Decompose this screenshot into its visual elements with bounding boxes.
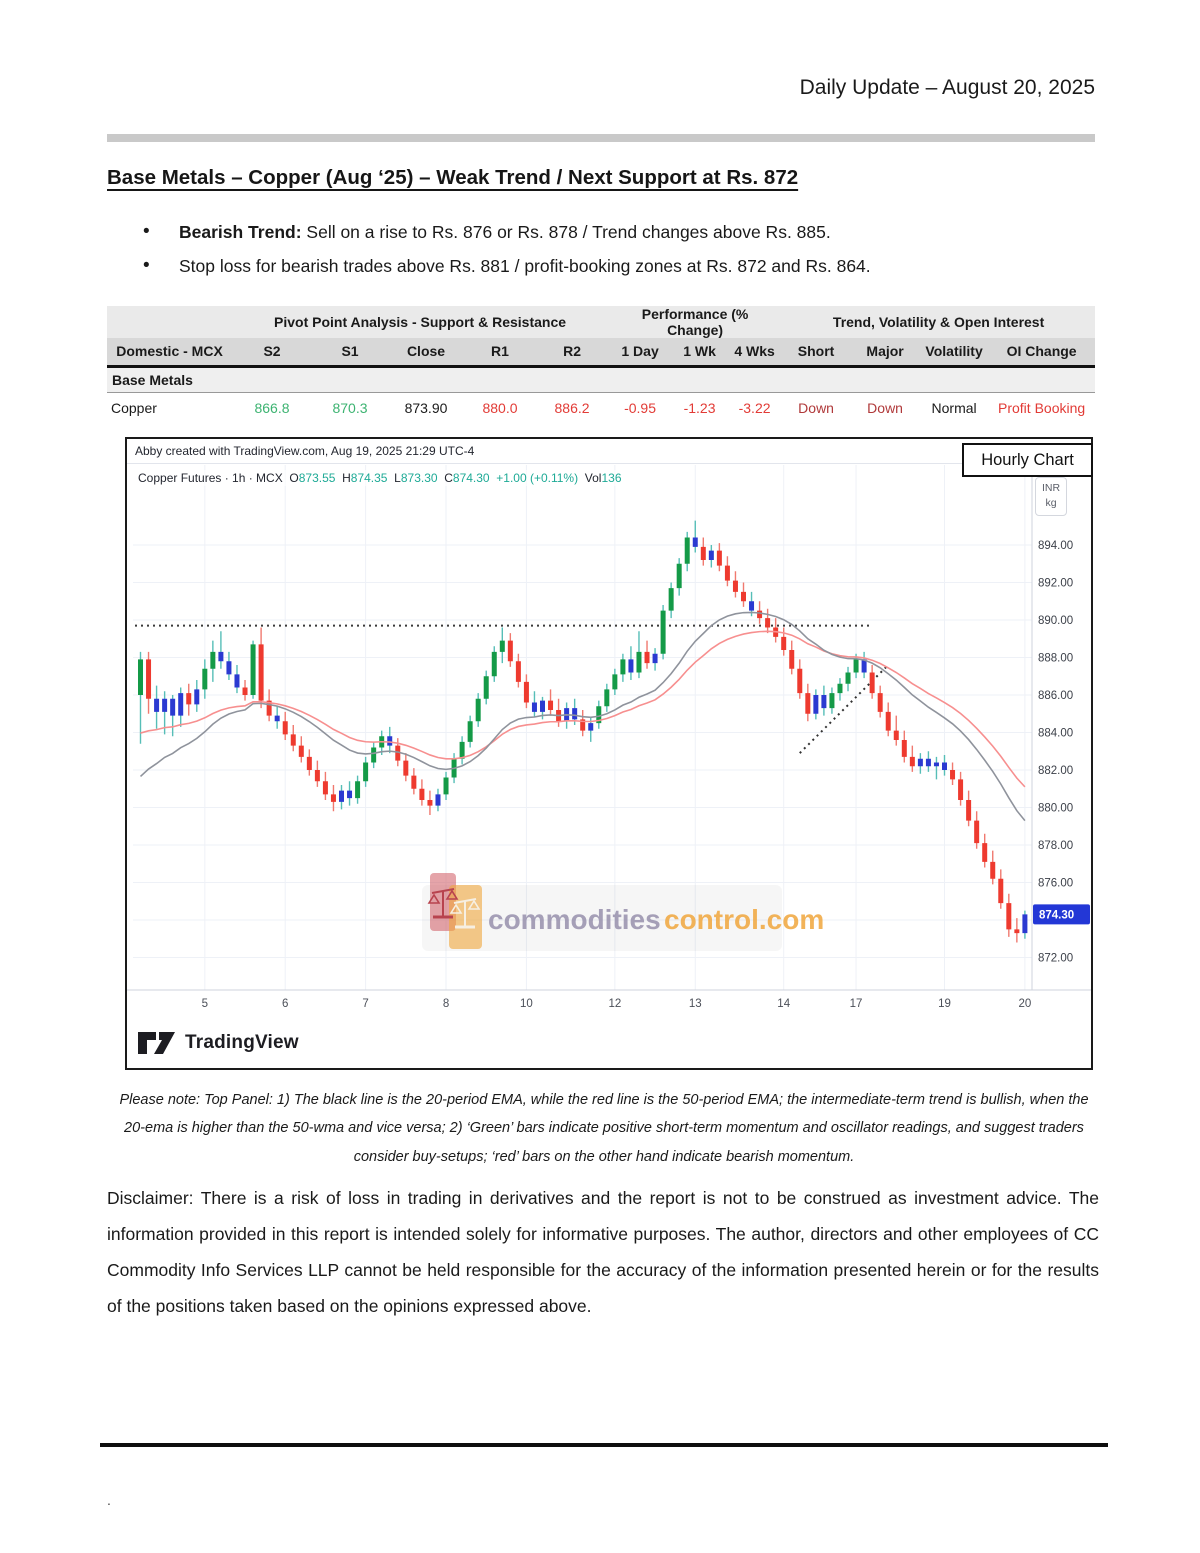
svg-text:874.30: 874.30 — [1039, 909, 1074, 921]
row-value-r2: 886.2 — [536, 392, 609, 423]
column-header-major: Major — [850, 338, 921, 368]
svg-text:12: 12 — [608, 998, 621, 1010]
section-label: Base Metals — [107, 366, 1096, 393]
svg-text:13: 13 — [689, 998, 702, 1010]
summary-bullet-1: Bearish Trend: Sell on a rise to Rs. 876… — [143, 221, 1093, 243]
row-value-volatility: Normal — [920, 392, 989, 423]
row-value-close: 873.90 — [388, 392, 464, 423]
column-header-s2: S2 — [232, 338, 312, 368]
svg-text:14: 14 — [777, 998, 790, 1010]
svg-text:892.00: 892.00 — [1038, 578, 1073, 590]
svg-text:7: 7 — [362, 998, 368, 1010]
svg-text:control.com: control.com — [664, 904, 824, 935]
legend-high-label: H — [342, 471, 351, 485]
legend-open-label: O — [289, 471, 299, 485]
row-value-oi-change: Profit Booking — [988, 392, 1096, 423]
table-section-row: Base Metals — [107, 366, 1096, 393]
group-header-trend: Trend, Volatility & Open Interest — [782, 306, 1096, 338]
table-column-header-row: Domestic - MCX S2 S1 Close R1 R2 1 Day 1 Wk 4 Wk… — [107, 338, 1096, 368]
svg-text:894.00: 894.00 — [1038, 540, 1073, 552]
row-value-4-wks: -3.22 — [727, 392, 783, 423]
row-value-s2: 866.8 — [232, 392, 312, 423]
legend-volume-value: 136 — [601, 471, 622, 485]
disclaimer-text: Disclaimer: There is a risk of loss in t… — [107, 1188, 1099, 1317]
table-group-header-row: Pivot Point Analysis - Support & Resista… — [107, 306, 1096, 338]
legend-low-value: 873.30 — [400, 471, 438, 485]
tradingview-logo-icon — [138, 1032, 175, 1054]
svg-text:882.00: 882.00 — [1038, 765, 1073, 777]
footer-mark: . — [107, 1492, 111, 1508]
group-header-spacer — [107, 306, 232, 338]
legend-close-label: C — [444, 471, 453, 485]
unit-weight: kg — [1045, 497, 1057, 509]
row-value-1-wk: -1.23 — [672, 392, 728, 423]
row-value-1-day: -0.95 — [608, 392, 673, 423]
svg-text:878.00: 878.00 — [1038, 840, 1073, 852]
svg-text:888.00: 888.00 — [1038, 653, 1073, 665]
tradingview-logo-text: TradingView — [185, 1032, 299, 1053]
column-header-1-wk: 1 Wk — [672, 338, 728, 368]
page-header-date: Daily Update – August 20, 2025 — [799, 76, 1095, 99]
summary-bullets: Bearish Trend: Sell on a rise to Rs. 876… — [143, 221, 1093, 290]
pivot-table: Pivot Point Analysis - Support & Resista… — [107, 306, 1096, 423]
legend-volume-label: Vol — [584, 471, 602, 485]
group-header-pivot: Pivot Point Analysis - Support & Resista… — [232, 306, 609, 338]
column-header-close: Close — [388, 338, 464, 368]
legend-change-value: +1.00 (+0.11%) — [496, 471, 579, 485]
column-header-s1: S1 — [312, 338, 388, 368]
svg-text:886.00: 886.00 — [1038, 690, 1073, 702]
legend-close-value: 874.30 — [452, 471, 490, 485]
svg-text:20: 20 — [1019, 998, 1032, 1010]
column-header-4-wks: 4 Wks — [727, 338, 783, 368]
legend-low-label: L — [394, 471, 401, 485]
summary-bullet-2: Stop loss for bearish trades above Rs. 8… — [143, 255, 1093, 277]
price-axis-unit-box: INR kg — [1035, 477, 1067, 516]
table-row: Copper 866.8 870.3 873.90 880.0 886.2 -0.95 -1.… — [107, 392, 1096, 423]
row-value-r1: 880.0 — [464, 392, 536, 423]
group-header-performance: Performance (% Change) — [608, 306, 783, 338]
price-chart[interactable]: commodities control.com 894.00 892.00 890.00… — [125, 437, 1093, 1070]
svg-text:10: 10 — [520, 998, 533, 1010]
column-header-volatility: Volatility — [920, 338, 989, 368]
svg-text:880.00: 880.00 — [1038, 803, 1073, 815]
legend-high-value: 874.35 — [350, 471, 388, 485]
candlestick-chart-canvas[interactable]: commodities control.com 894.00 892.00 890.00… — [127, 439, 1091, 1068]
column-header-domestic-mcx: Domestic - MCX — [107, 338, 232, 368]
svg-text:19: 19 — [938, 998, 951, 1010]
unit-currency: INR — [1041, 482, 1061, 494]
hourly-chart-label: Hourly Chart — [962, 443, 1093, 477]
footer-divider — [100, 1443, 1108, 1447]
svg-text:884.00: 884.00 — [1038, 728, 1073, 740]
row-value-short: Down — [782, 392, 851, 423]
svg-text:876.00: 876.00 — [1038, 878, 1073, 890]
column-header-1-day: 1 Day — [608, 338, 673, 368]
header-divider-bar — [107, 134, 1095, 142]
svg-text:890.00: 890.00 — [1038, 615, 1073, 627]
row-commodity-name: Copper — [107, 392, 232, 423]
legend-symbol: Copper Futures · 1h · MCX — [138, 471, 283, 485]
row-value-s1: 870.3 — [312, 392, 388, 423]
chart-footnote: Please note: Top Panel: 1) The black lin… — [119, 1092, 1089, 1165]
legend-open-value: 873.55 — [298, 471, 336, 485]
svg-text:commodities: commodities — [488, 904, 661, 935]
svg-text:872.00: 872.00 — [1038, 953, 1073, 965]
chart-ohlc-legend: Copper Futures · 1h · MCX O873.55 H874.3… — [135, 470, 625, 486]
row-value-major: Down — [850, 392, 921, 423]
column-header-r2: R2 — [536, 338, 609, 368]
svg-text:6: 6 — [282, 998, 288, 1010]
column-header-short: Short — [782, 338, 851, 368]
tradingview-logo: TradingView — [137, 1028, 299, 1058]
column-header-oi-change: OI Change — [988, 338, 1096, 368]
svg-text:8: 8 — [443, 998, 449, 1010]
svg-text:17: 17 — [850, 998, 863, 1010]
svg-text:5: 5 — [202, 998, 208, 1010]
column-header-r1: R1 — [464, 338, 536, 368]
page-title: Base Metals – Copper (Aug ‘25) – Weak Tr… — [107, 166, 799, 189]
chart-attribution: Abby created with TradingView.com, Aug 1… — [127, 439, 1091, 464]
